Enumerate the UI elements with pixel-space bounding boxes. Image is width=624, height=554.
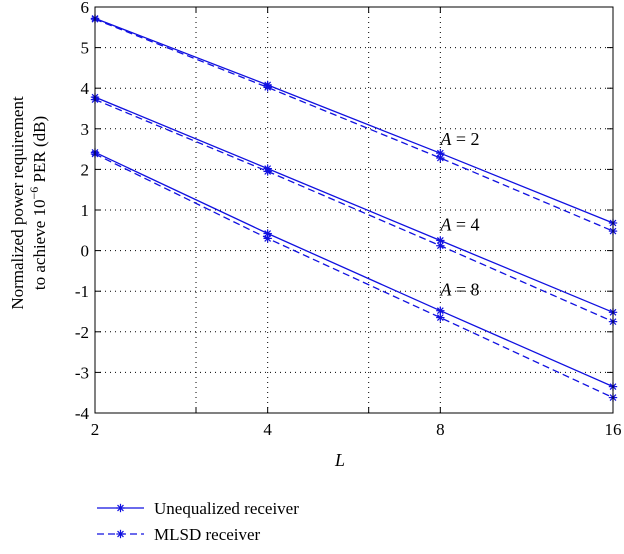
marker-stroke [436,314,444,321]
annotation-group: A = 2A = 4A = 8 [439,129,479,299]
annotation-variable: A [439,279,452,299]
y-axis-label: Normalized power requirement to achieve … [8,96,49,310]
x-axis-label: L [334,450,345,470]
series-line [94,17,614,224]
annotation-value: = 2 [451,129,479,149]
group-annotation: A = 4 [439,214,479,234]
series-unequalized [90,14,618,228]
marker-stroke [436,149,444,157]
y-tick-label: 1 [81,201,90,220]
y-tick-label: 3 [81,120,90,139]
data-point [263,167,272,176]
y-axis-label-line2: to achieve 10−6 PER (dB) [27,116,49,290]
marker-stroke [117,530,124,538]
marker-stroke [264,83,272,91]
series-mlsd [90,14,618,236]
data-point [436,313,445,322]
series-line [94,98,614,323]
legend-marker [116,529,125,539]
data-point [436,241,445,250]
y-axis-label-line1: Normalized power requirement [8,96,27,310]
marker-stroke [436,154,444,162]
marker-stroke [436,237,444,244]
y-tick-label: 5 [81,39,90,58]
y-tick-label: 6 [81,0,90,17]
annotation-variable: A [439,214,452,234]
series-group [90,14,618,402]
y-tick-label: 2 [81,160,90,179]
series-unequalized [90,92,618,317]
annotation-value: = 8 [451,279,479,299]
legend-item: Unequalized receiver [97,499,299,518]
y-axis-label-prefix: to achieve 10 [30,199,49,290]
data-point [263,234,272,243]
y-axis-label-suffix: PER (dB) [30,116,49,187]
y-tick-label: 0 [81,242,90,261]
series-line [94,18,614,232]
marker-stroke [117,504,124,512]
tick-group: 2 4 8 16 -4 -3 -2 -1 0 1 2 3 4 5 6 [75,0,622,439]
series-unequalized [90,148,618,391]
annotation-variable: A [439,129,452,149]
y-axis-label-exponent: −6 [27,187,41,200]
data-point [436,153,445,163]
group-annotation: A = 2 [439,129,479,149]
marker-stroke [264,235,272,242]
series-line [94,96,614,313]
group-annotation: A = 8 [439,279,479,299]
annotation-value: = 4 [451,214,479,234]
marker-stroke [264,230,272,237]
y-tick-label: -3 [75,363,89,382]
y-tick-label: 4 [81,79,90,98]
x-tick-label: 4 [263,420,272,439]
legend-label: MLSD receiver [154,525,261,544]
y-tick-label: -2 [75,323,89,342]
marker-stroke [436,307,444,315]
y-tick-label: -1 [75,282,89,301]
x-tick-label: 2 [91,420,100,439]
y-tick-label: -4 [75,404,90,423]
marker-stroke [436,242,444,250]
marker-stroke [264,168,272,175]
x-tick-label: 16 [605,420,622,439]
legend: Unequalized receiver MLSD receiver [97,499,299,544]
series-mlsd [90,95,618,326]
legend-label: Unequalized receiver [154,499,299,518]
series-line [94,153,614,399]
data-point [263,83,272,92]
legend-marker [116,503,125,513]
x-tick-label: 8 [436,420,445,439]
legend-item: MLSD receiver [97,525,261,544]
series-line [94,151,614,388]
